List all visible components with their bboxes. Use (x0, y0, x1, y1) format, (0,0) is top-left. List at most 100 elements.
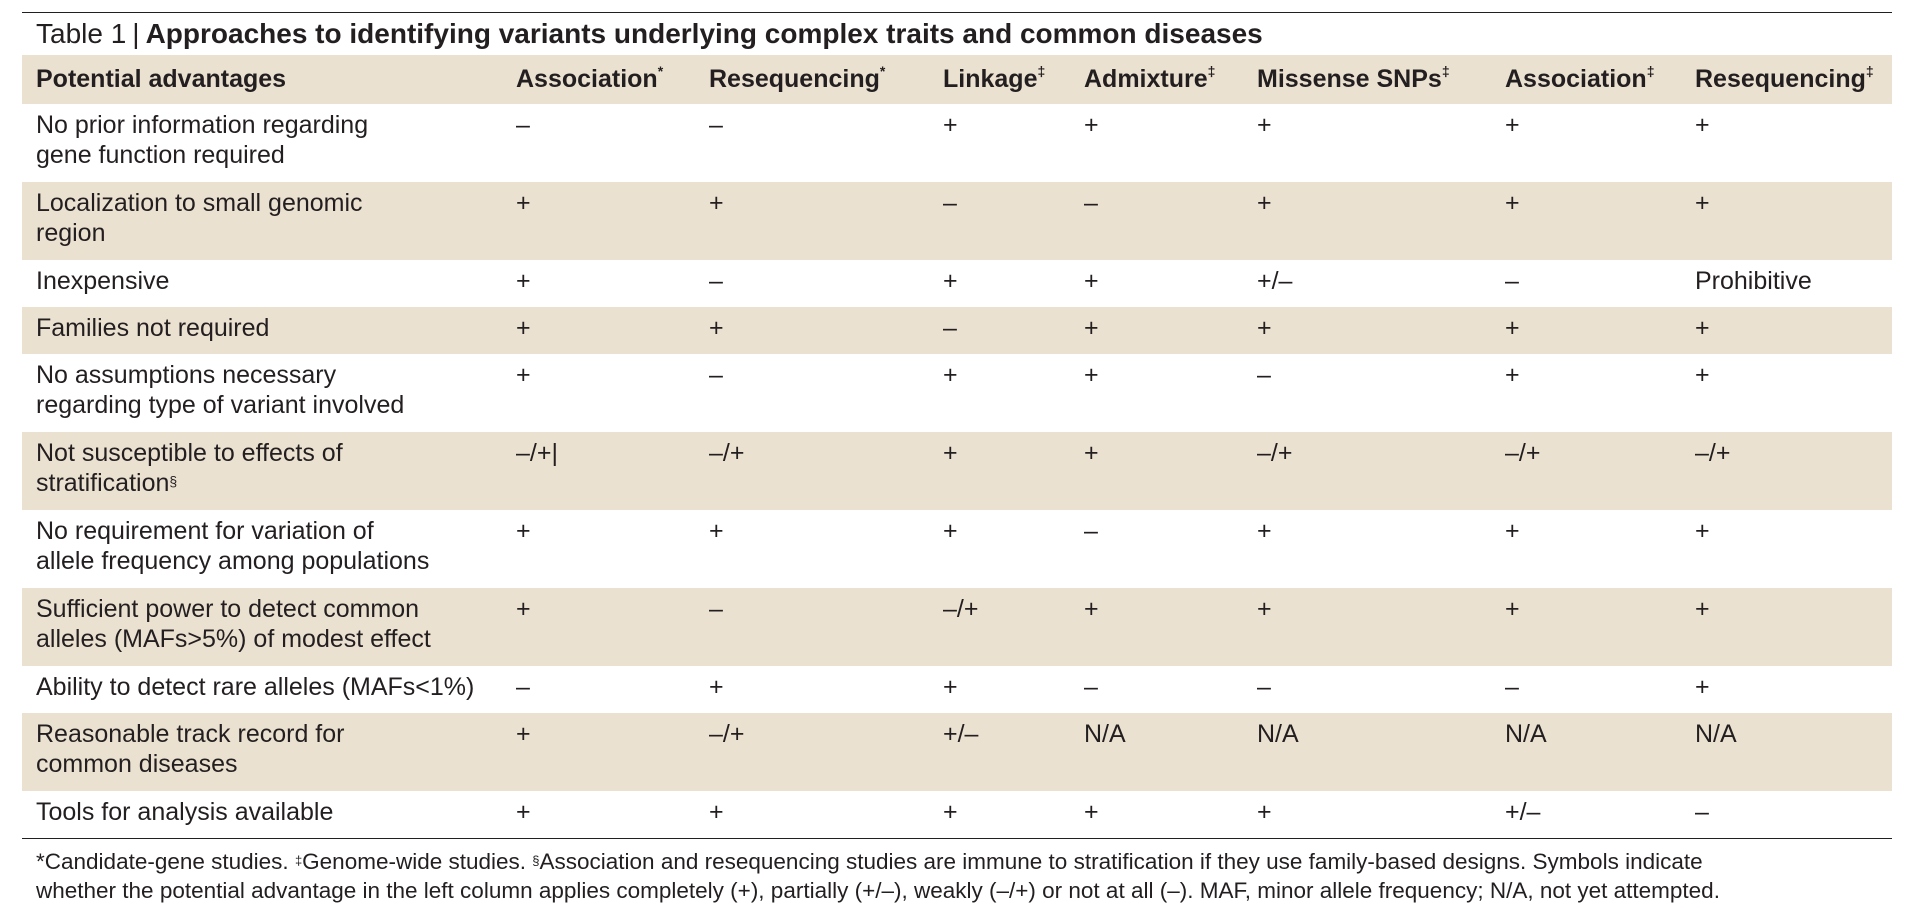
header-footnote-mark: ‡ (1646, 63, 1655, 79)
column-header: Admixture‡ (1070, 55, 1243, 104)
advantage-line: alleles (MAFs>5%) of modest effect (36, 624, 502, 654)
advantage-cell: Tools for analysis available (22, 791, 502, 838)
footnote-mark-stratification: § (532, 853, 540, 868)
advantage-text: Inexpensive (36, 267, 170, 295)
header-potential-advantages: Potential advantages (22, 55, 502, 104)
table-header-row: Potential advantages Association* Resequen… (22, 55, 1892, 104)
value-cell: –/+ (1257, 439, 1293, 467)
advantage-text: Not susceptible to effects of (36, 439, 343, 467)
table-row: Inexpensive + – + + +/– – Prohibitive (22, 260, 1892, 307)
value-cell: – (1084, 673, 1098, 701)
value-cell: + (1084, 361, 1099, 389)
value-cell: + (1505, 517, 1520, 545)
advantage-line: Sufficient power to detect common (36, 594, 502, 624)
advantage-text: allele frequency among populations (36, 547, 430, 575)
value-cell: – (709, 267, 723, 295)
advantage-line: stratification§ (36, 468, 502, 498)
header-label: Association (516, 65, 658, 93)
value-cell: + (1505, 189, 1520, 217)
footnote-line-2: whether the potential advantage in the l… (36, 878, 1720, 903)
advantage-cell: Localization to small genomic region (22, 182, 502, 260)
advantage-cell: Families not required (22, 307, 502, 354)
advantage-cell: Not susceptible to effects of stratificat… (22, 432, 502, 510)
value-cell: + (1505, 111, 1520, 139)
top-rule (22, 12, 1892, 13)
value-cell: + (943, 673, 958, 701)
advantage-line: Not susceptible to effects of (36, 438, 502, 468)
value-cell: –/+| (516, 439, 558, 467)
header-label: Resequencing (709, 65, 880, 93)
value-cell: + (943, 111, 958, 139)
table-row: Localization to small genomic region + + – – +… (22, 182, 1892, 260)
value-cell: + (1257, 314, 1272, 342)
value-cell: + (709, 798, 724, 826)
header-footnote-mark: * (657, 63, 664, 79)
advantage-line: regarding type of variant involved (36, 390, 502, 420)
value-cell: + (516, 267, 531, 295)
advantage-text: alleles (MAFs>5%) of modest effect (36, 625, 431, 653)
advantage-text: regarding type of variant involved (36, 391, 405, 419)
value-cell: + (1505, 595, 1520, 623)
table-footnote: *Candidate-gene studies. ‡Genome-wide st… (22, 839, 1892, 905)
value-cell: –/+ (943, 595, 979, 623)
table-body: No prior information regarding gene funct… (22, 104, 1892, 838)
footnote-stratification-text: Association and resequencing studies are… (539, 849, 1703, 874)
value-cell: + (1084, 595, 1099, 623)
value-cell: + (943, 798, 958, 826)
value-cell: – (1257, 673, 1271, 701)
value-cell: – (943, 314, 957, 342)
header-footnote-mark: ‡ (1865, 63, 1874, 79)
comparison-table: Potential advantages Association* Resequen… (22, 55, 1892, 838)
value-cell: – (709, 111, 723, 139)
value-cell: + (1695, 673, 1710, 701)
value-cell: – (1505, 673, 1519, 701)
advantage-text: No assumptions necessary (36, 361, 337, 389)
footnote-mark-genome: ‡ (294, 853, 303, 868)
table-row: Sufficient power to detect common alleles… (22, 588, 1892, 666)
value-cell: + (1695, 517, 1710, 545)
value-cell: + (516, 361, 531, 389)
value-cell: N/A (1505, 720, 1547, 748)
value-cell: + (709, 673, 724, 701)
header-footnote-mark: ‡ (1207, 63, 1216, 79)
advantage-footnote-mark: § (169, 473, 178, 489)
advantage-line: Reasonable track record for (36, 719, 502, 749)
table-row: No prior information regarding gene funct… (22, 104, 1892, 182)
table-caption: Table 1 | Approaches to identifying vari… (22, 13, 1892, 55)
advantage-line: allele frequency among populations (36, 546, 502, 576)
column-header: Resequencing* (695, 55, 929, 104)
table-number: Table 1 (36, 18, 127, 49)
value-cell: + (1084, 111, 1099, 139)
value-cell: + (943, 517, 958, 545)
value-cell: – (516, 673, 530, 701)
advantage-cell: Ability to detect rare alleles (MAFs<1%) (22, 666, 502, 713)
advantage-text: No requirement for variation of (36, 517, 374, 545)
value-cell: + (709, 189, 724, 217)
value-cell: N/A (1084, 720, 1126, 748)
value-cell: + (516, 189, 531, 217)
advantage-text: gene function required (36, 141, 285, 169)
advantage-text: stratification (36, 469, 170, 497)
value-cell: + (516, 314, 531, 342)
advantage-text: Ability to detect rare alleles (MAFs<1%) (36, 673, 475, 701)
value-cell: + (709, 517, 724, 545)
value-cell: N/A (1257, 720, 1299, 748)
header-footnote-mark: * (879, 63, 886, 79)
header-label: Admixture (1084, 65, 1208, 93)
value-cell: – (1505, 267, 1519, 295)
footnote-line-1: *Candidate-gene studies. ‡Genome-wide st… (36, 847, 1892, 876)
advantage-line: No prior information regarding (36, 110, 502, 140)
advantage-line: No requirement for variation of (36, 516, 502, 546)
value-cell: + (943, 267, 958, 295)
advantage-line: Inexpensive (36, 266, 502, 296)
header-footnote-mark: ‡ (1441, 63, 1450, 79)
value-cell: + (1505, 314, 1520, 342)
value-cell: + (1084, 267, 1099, 295)
advantage-cell: Inexpensive (22, 260, 502, 307)
value-cell: + (1084, 798, 1099, 826)
table-row: Reasonable track record for common diseas… (22, 713, 1892, 791)
value-cell: –/+ (709, 720, 745, 748)
advantage-line: Tools for analysis available (36, 797, 502, 827)
advantage-text: Localization to small genomic (36, 189, 363, 217)
bottom-rule (22, 838, 1892, 839)
